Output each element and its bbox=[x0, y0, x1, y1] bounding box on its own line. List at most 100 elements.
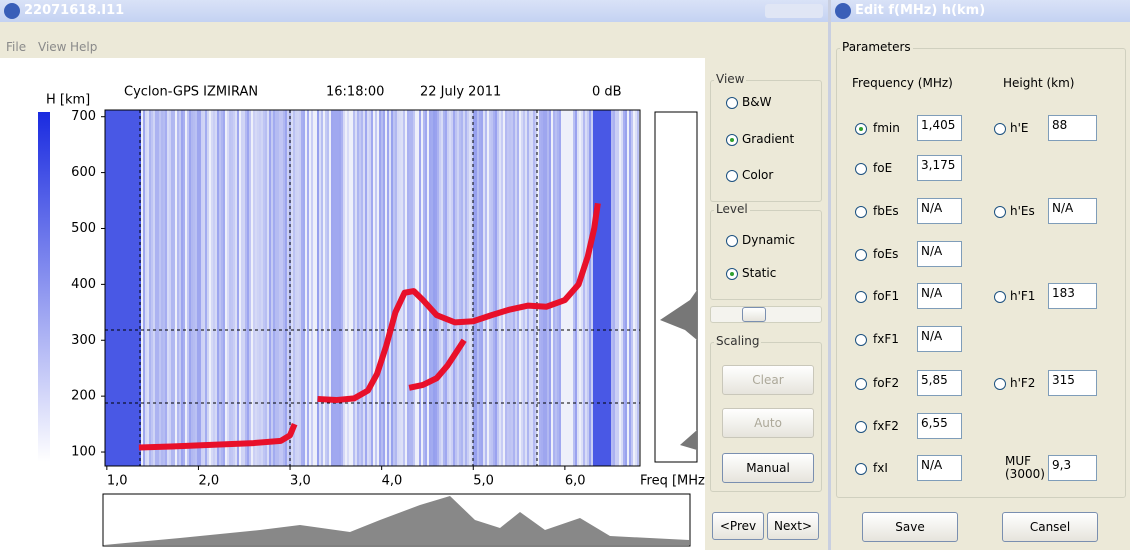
param-label[interactable]: h'F1 bbox=[1010, 289, 1036, 303]
date: 22 July 2011 bbox=[420, 85, 501, 100]
param-value[interactable]: N/A bbox=[917, 455, 962, 481]
scroll-thumb[interactable] bbox=[742, 307, 766, 322]
y-axis-label: H [km] bbox=[46, 93, 90, 108]
param-value[interactable]: 6,55 bbox=[917, 413, 962, 439]
param-label[interactable]: foF1 bbox=[873, 289, 900, 303]
param-value[interactable]: N/A bbox=[917, 283, 962, 309]
radio[interactable] bbox=[726, 170, 738, 182]
time: 16:18:00 bbox=[326, 85, 384, 100]
noise bbox=[249, 110, 251, 466]
radio-label[interactable]: B&W bbox=[742, 95, 772, 109]
radio[interactable] bbox=[855, 378, 867, 390]
param-value[interactable]: N/A bbox=[917, 198, 962, 224]
radio-label[interactable]: Dynamic bbox=[742, 233, 795, 247]
button[interactable]: Clear bbox=[722, 365, 814, 395]
noise bbox=[391, 110, 393, 466]
param-label[interactable]: h'E bbox=[1010, 121, 1029, 135]
param-label[interactable]: fxF1 bbox=[873, 332, 899, 346]
param-value[interactable]: 183 bbox=[1048, 283, 1097, 309]
nav-button[interactable]: <Prev bbox=[712, 512, 764, 540]
scaling-group-title: Scaling bbox=[714, 334, 762, 348]
button[interactable]: Cansel bbox=[1002, 512, 1098, 542]
radio[interactable] bbox=[994, 206, 1006, 218]
column-header: Frequency (MHz) bbox=[852, 76, 953, 90]
param-label[interactable]: foF2 bbox=[873, 376, 900, 390]
param-label[interactable]: fmin bbox=[873, 121, 900, 135]
noise bbox=[369, 110, 371, 466]
noise bbox=[135, 110, 137, 466]
noise bbox=[387, 110, 389, 466]
x-tick-label: 1,0 bbox=[107, 474, 128, 489]
button[interactable]: Manual bbox=[722, 453, 814, 483]
button[interactable]: Auto bbox=[722, 408, 814, 438]
noise bbox=[625, 110, 627, 466]
radio[interactable] bbox=[855, 206, 867, 218]
param-label[interactable]: fbEs bbox=[873, 204, 899, 218]
noise bbox=[253, 110, 255, 466]
radio[interactable] bbox=[994, 291, 1006, 303]
param-value[interactable]: N/A bbox=[917, 241, 962, 267]
x-tick-label: 5,0 bbox=[473, 474, 494, 489]
param-value[interactable]: 3,175 bbox=[917, 155, 962, 181]
param-value[interactable]: 88 bbox=[1048, 115, 1097, 141]
radio[interactable] bbox=[855, 249, 867, 261]
noise bbox=[227, 110, 229, 466]
param-value[interactable]: N/A bbox=[1048, 198, 1097, 224]
radio-label[interactable]: Static bbox=[742, 266, 777, 280]
param-label[interactable]: foE bbox=[873, 161, 893, 175]
noise bbox=[399, 110, 401, 466]
noise bbox=[339, 110, 341, 466]
radio[interactable] bbox=[726, 235, 738, 247]
radio[interactable] bbox=[855, 163, 867, 175]
radio[interactable] bbox=[726, 134, 738, 146]
noise bbox=[499, 110, 501, 466]
noise bbox=[533, 110, 535, 466]
noise bbox=[259, 110, 261, 466]
menu-item[interactable]: File bbox=[6, 40, 27, 54]
noise bbox=[413, 110, 415, 466]
param-value[interactable]: 5,85 bbox=[917, 370, 962, 396]
radio[interactable] bbox=[726, 97, 738, 109]
radio[interactable] bbox=[855, 123, 867, 135]
plot-area bbox=[105, 110, 640, 466]
noise bbox=[411, 110, 413, 466]
noise bbox=[159, 110, 161, 466]
param-value[interactable]: 315 bbox=[1048, 370, 1097, 396]
noise bbox=[205, 110, 207, 466]
muf-value[interactable]: 9,3 bbox=[1048, 455, 1097, 481]
noise bbox=[231, 110, 233, 466]
radio[interactable] bbox=[726, 268, 738, 280]
radio[interactable] bbox=[855, 463, 867, 475]
noise bbox=[635, 110, 637, 466]
nav-button[interactable]: Next> bbox=[767, 512, 819, 540]
noise bbox=[439, 110, 441, 466]
menu-item[interactable]: Help bbox=[70, 40, 98, 54]
noise bbox=[247, 110, 249, 466]
radio[interactable] bbox=[994, 378, 1006, 390]
noise bbox=[407, 110, 409, 466]
noise bbox=[169, 110, 171, 466]
radio[interactable] bbox=[994, 123, 1006, 135]
group-box bbox=[836, 48, 1126, 498]
radio-label[interactable]: Color bbox=[742, 168, 774, 182]
radio[interactable] bbox=[855, 421, 867, 433]
param-label[interactable]: fxF2 bbox=[873, 419, 899, 433]
noise bbox=[363, 110, 365, 466]
param-value[interactable]: 1,405 bbox=[917, 115, 962, 141]
title-bar: 22071618.I11 bbox=[0, 0, 828, 22]
radio[interactable] bbox=[855, 334, 867, 346]
radio-label[interactable]: Gradient bbox=[742, 132, 795, 146]
param-label[interactable]: h'F2 bbox=[1010, 376, 1036, 390]
radio[interactable] bbox=[855, 291, 867, 303]
noise bbox=[265, 110, 267, 466]
button[interactable]: Save bbox=[862, 512, 958, 542]
param-label[interactable]: h'Es bbox=[1010, 204, 1035, 218]
noise bbox=[211, 110, 213, 466]
menu-item[interactable]: View bbox=[38, 40, 67, 54]
param-label[interactable]: foEs bbox=[873, 247, 899, 261]
noise bbox=[531, 110, 533, 466]
param-value[interactable]: N/A bbox=[917, 326, 962, 352]
param-label[interactable]: fxI bbox=[873, 461, 888, 475]
x-tick-label: 2,0 bbox=[198, 474, 219, 489]
